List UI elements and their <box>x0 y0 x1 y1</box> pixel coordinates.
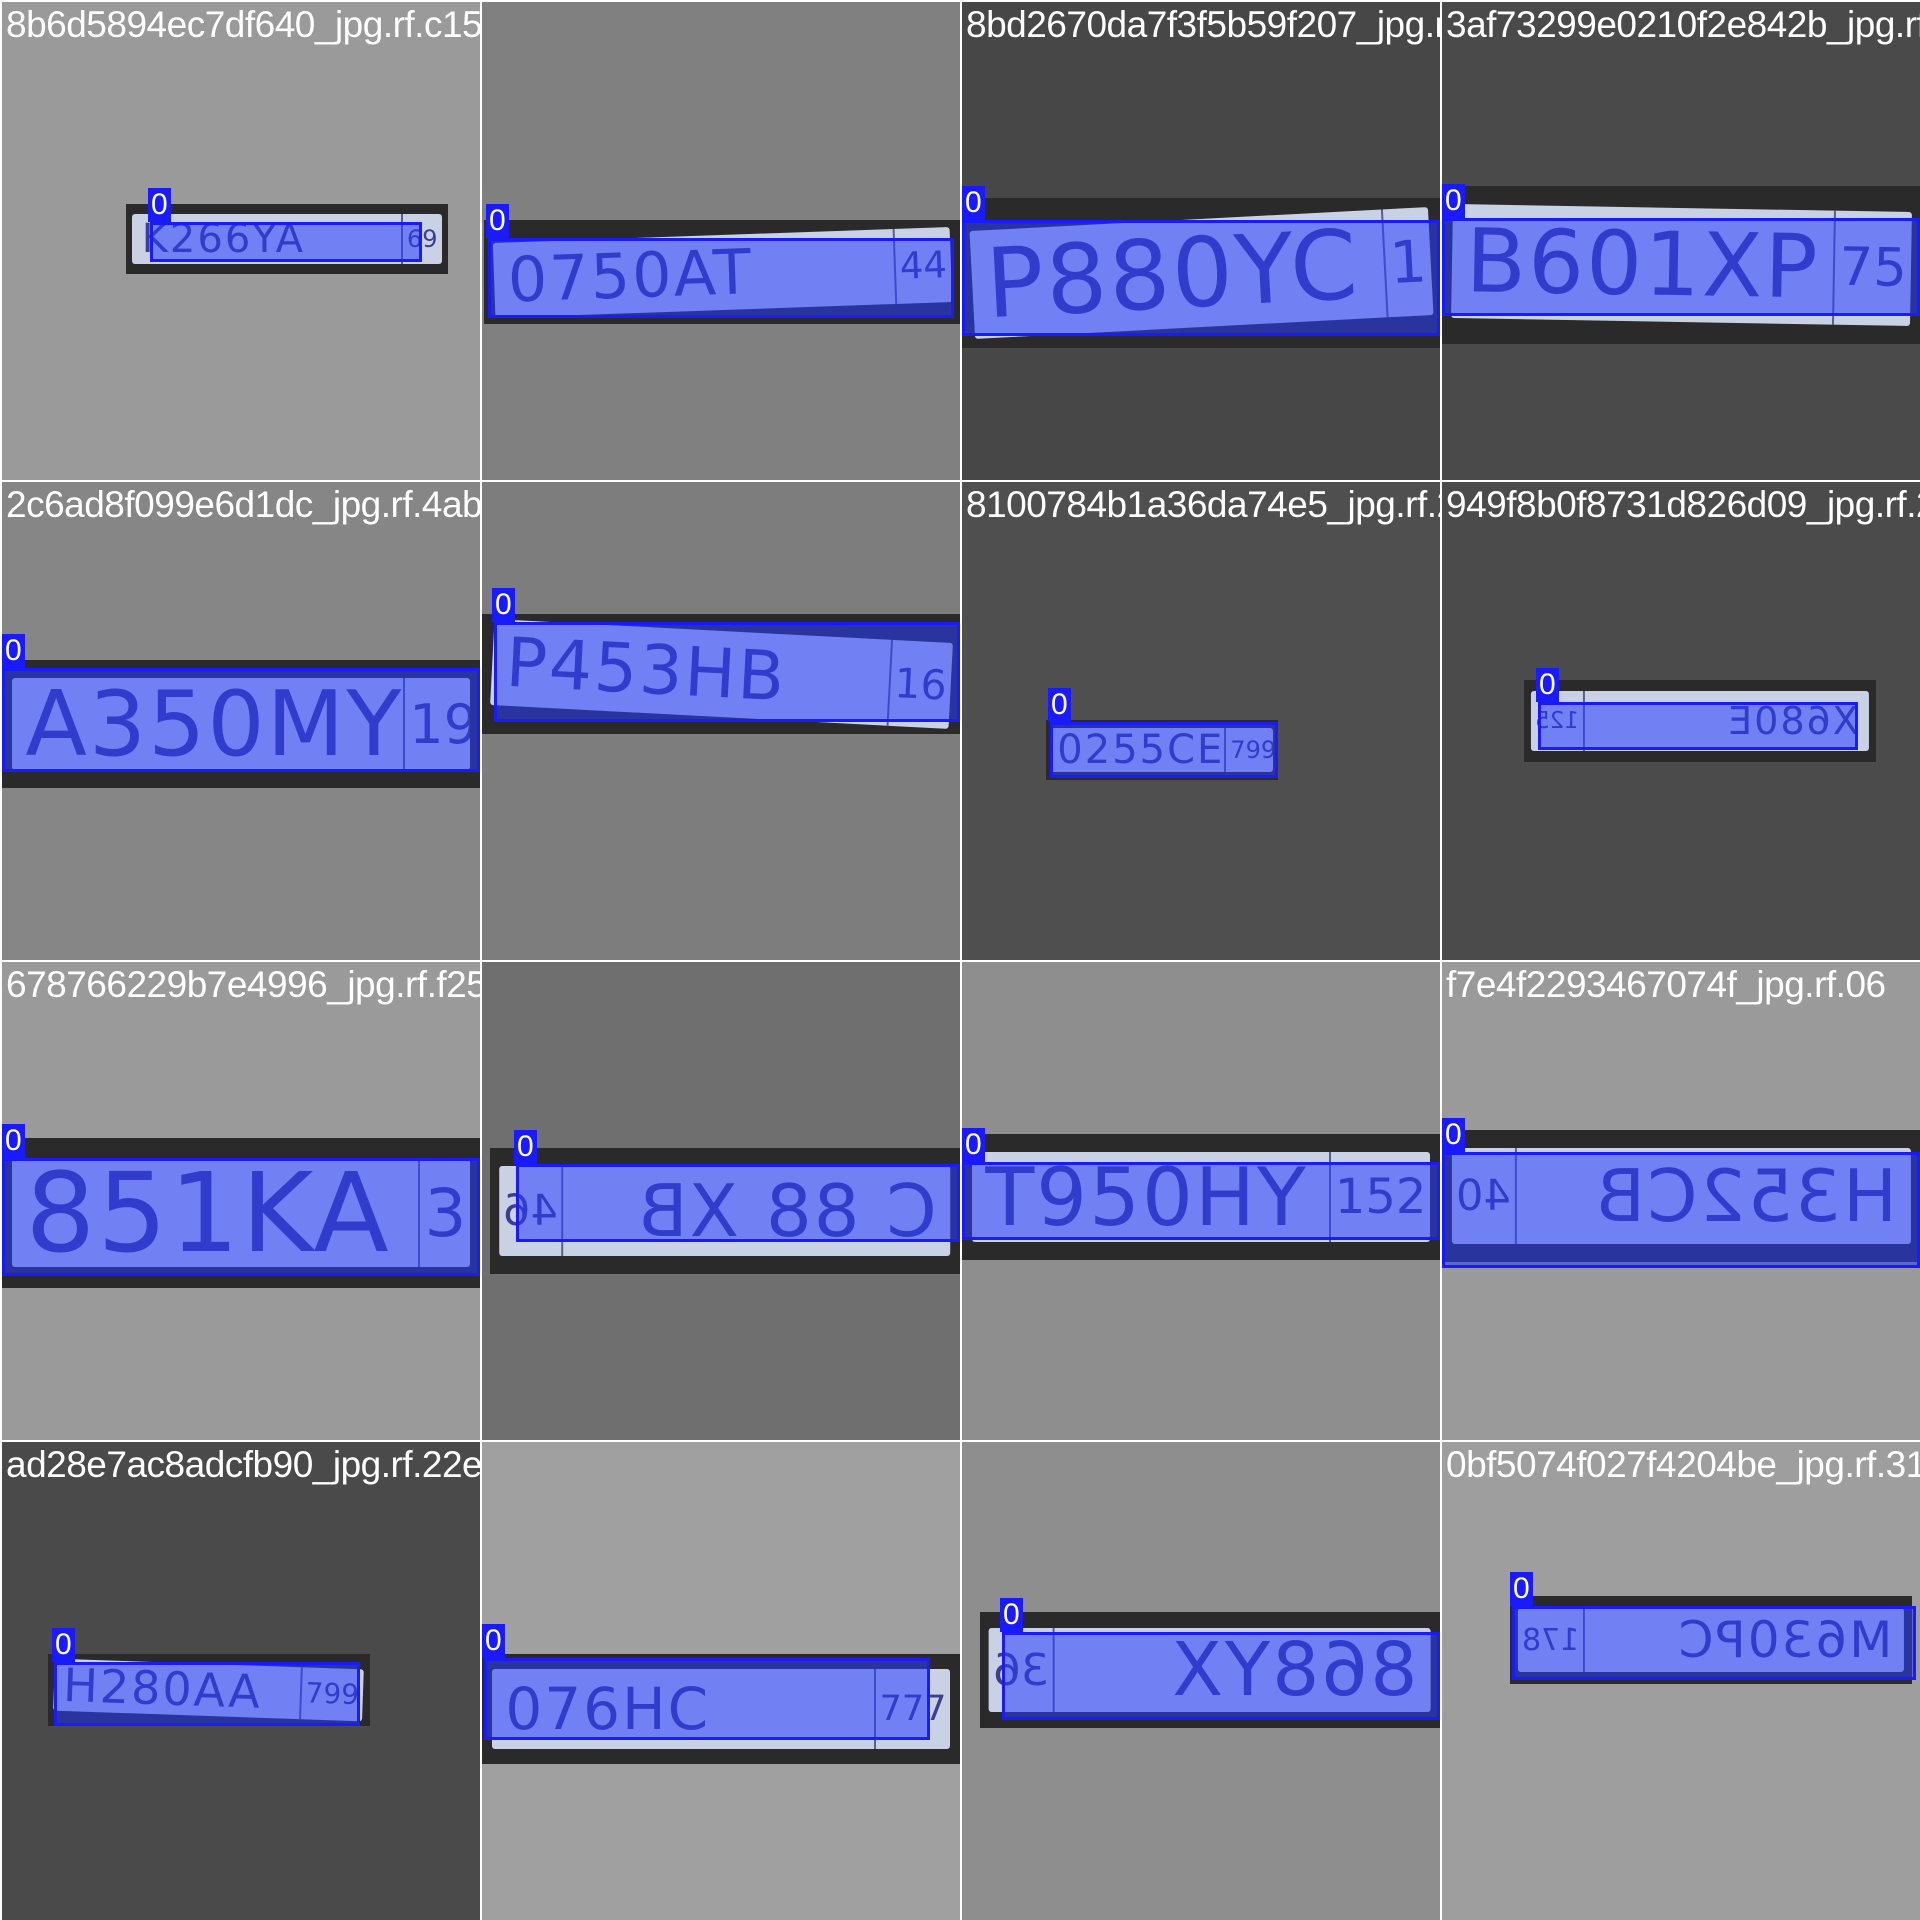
image-tile: K266YA6908b6d5894ec7df640_jpg.rf.c15f72f… <box>2 2 480 480</box>
class-label: 0 <box>1048 688 1071 722</box>
image-tile: 851KA30678766229b7e4996_jpg.rf.f2571cb5a… <box>2 962 480 1440</box>
image-filename: 8b6d5894ec7df640_jpg.rf.c15f72fa7061f93d… <box>6 4 480 46</box>
detection-bounding-box <box>1538 702 1858 750</box>
image-filename: 949f8b0f8731d826d09_jpg.rf.2 <box>1446 484 1920 526</box>
detection-bounding-box <box>1442 218 1920 316</box>
image-filename: ad28e7ac8adcfb90_jpg.rf.22e90f1f3f8070d8… <box>6 1444 480 1486</box>
detection-bounding-box <box>488 238 954 318</box>
image-tile: H352CB400f7e4f2293467074f_jpg.rf.06 <box>1442 962 1920 1440</box>
detection-bounding-box <box>2 668 480 772</box>
class-label: 0 <box>962 1128 985 1162</box>
detection-bounding-box <box>1442 1152 1920 1268</box>
class-label: 0 <box>1442 184 1465 218</box>
image-tile: C 88 XB460 <box>482 962 960 1440</box>
image-filename: 3af73299e0210f2e842b_jpg.rf.d <box>1446 4 1920 46</box>
image-tile: X680E1250949f8b0f8731d826d09_jpg.rf.2 <box>1442 482 1920 960</box>
image-tile: 0255CE79908100784b1a36da74e5_jpg.rf.23 <box>962 482 1440 960</box>
detection-bounding-box <box>516 1164 960 1242</box>
detection-bounding-box <box>962 220 1440 336</box>
detection-bounding-box <box>54 1662 360 1726</box>
image-tile: T950HY1520 <box>962 962 1440 1440</box>
class-label: 0 <box>2 1124 25 1158</box>
image-filename: f7e4f2293467074f_jpg.rf.06 <box>1446 964 1886 1006</box>
image-filename: 678766229b7e4996_jpg.rf.f2571cb5aee58966… <box>6 964 480 1006</box>
class-label: 0 <box>1510 1572 1533 1606</box>
detection-bounding-box <box>484 1658 930 1740</box>
detection-bounding-box <box>962 1162 1440 1240</box>
detection-bounding-box <box>2 1158 480 1276</box>
class-label: 0 <box>2 634 25 668</box>
detection-bounding-box <box>150 222 422 262</box>
detection-bounding-box <box>494 622 960 722</box>
detection-bounding-box <box>1050 722 1278 778</box>
class-label: 0 <box>1000 1598 1023 1632</box>
detection-bounding-box <box>1002 1632 1440 1720</box>
image-tile: P453HB160 <box>482 482 960 960</box>
image-tile: 076HC7770 <box>482 1442 960 1920</box>
class-label: 0 <box>486 204 509 238</box>
image-filename: 2c6ad8f099e6d1dc_jpg.rf.4abf32be78a2a9e5… <box>6 484 480 526</box>
class-label: 0 <box>1536 668 1559 702</box>
image-filename: 0bf5074f027f4204be_jpg.rf.311 <box>1446 1444 1920 1486</box>
image-tile: B601XP7503af73299e0210f2e842b_jpg.rf.d <box>1442 2 1920 480</box>
image-tile: 868YX360 <box>962 1442 1440 1920</box>
class-label: 0 <box>492 588 515 622</box>
class-label: 0 <box>52 1628 75 1662</box>
image-tile: H280AA7990ad28e7ac8adcfb90_jpg.rf.22e90f… <box>2 1442 480 1920</box>
image-tile: 0750AT440 <box>482 2 960 480</box>
class-label: 0 <box>1442 1118 1465 1152</box>
image-filename: 8100784b1a36da74e5_jpg.rf.23 <box>966 484 1440 526</box>
class-label: 0 <box>514 1130 537 1164</box>
image-filename: 8bd2670da7f3f5b59f207_jpg.rf.13 <box>966 4 1440 46</box>
class-label: 0 <box>482 1624 505 1658</box>
image-tile: P880YC108bd2670da7f3f5b59f207_jpg.rf.13 <box>962 2 1440 480</box>
detection-bounding-box <box>1512 1606 1916 1680</box>
class-label: 0 <box>962 186 985 220</box>
class-label: 0 <box>148 188 171 222</box>
image-tile: A350MY1902c6ad8f099e6d1dc_jpg.rf.4abf32b… <box>2 482 480 960</box>
image-tile: M630PC17800bf5074f027f4204be_jpg.rf.311 <box>1442 1442 1920 1920</box>
